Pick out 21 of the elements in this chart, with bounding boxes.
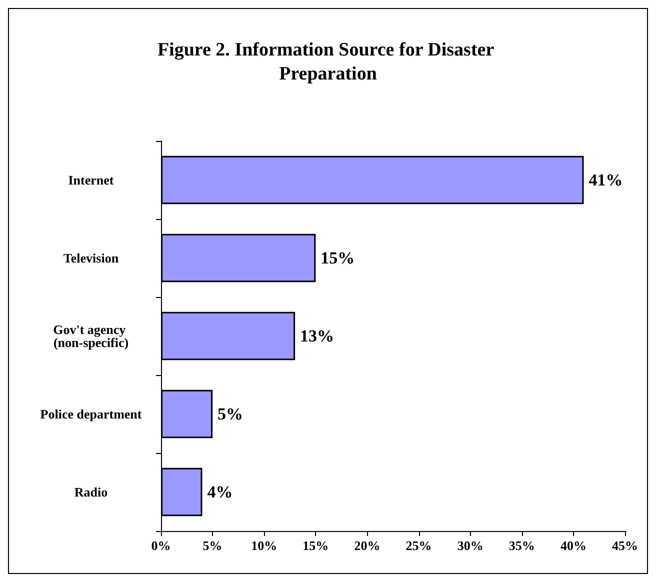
data-label: 15%	[320, 248, 355, 268]
x-tick-label: 5%	[202, 538, 222, 553]
x-tick-label: 30%	[457, 538, 484, 553]
y-tick-label: Television	[63, 250, 120, 266]
data-label: 5%	[218, 404, 244, 424]
y-tick-label: Police department	[40, 406, 142, 422]
data-label: 41%	[588, 170, 623, 190]
y-tick-label: Gov't agency (non-specific)	[53, 322, 129, 350]
y-tick-label: Radio	[74, 484, 108, 500]
x-tick-label: 25%	[406, 538, 432, 553]
x-tick-label: 45%	[612, 538, 638, 553]
x-tick-label: 35%	[508, 538, 535, 553]
data-label: 4%	[207, 482, 233, 502]
x-tick-label: 20%	[354, 538, 380, 553]
x-tick-label: 40%	[560, 538, 586, 553]
data-label: 13%	[300, 326, 334, 346]
y-tick-label: Internet	[68, 172, 114, 188]
x-tick-label: 10%	[251, 538, 278, 553]
x-tick-label: 15%	[302, 538, 329, 553]
x-tick-label: 0%	[151, 538, 171, 553]
chart-title: Figure 2. Information Source for Disaster Preparation	[157, 40, 499, 84]
